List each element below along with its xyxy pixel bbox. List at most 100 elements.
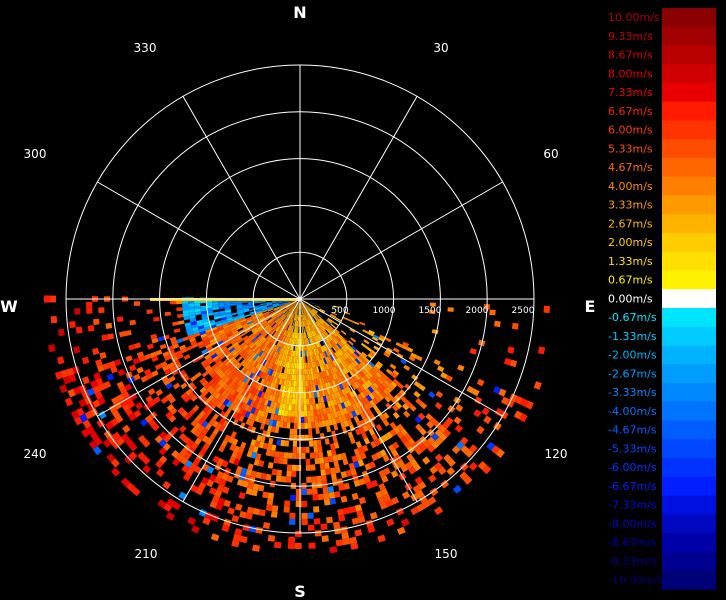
velocity-cell: [401, 491, 411, 500]
velocity-cell: [199, 377, 207, 384]
velocity-cell: [325, 407, 331, 414]
velocity-cell: [335, 335, 342, 341]
legend-swatch: [662, 289, 716, 309]
velocity-cell: [209, 500, 218, 509]
velocity-cell: [292, 314, 295, 320]
velocity-cell: [76, 407, 85, 417]
velocity-cell: [314, 360, 318, 368]
velocity-cell: [190, 385, 197, 392]
velocity-cell: [460, 436, 469, 446]
legend-swatch: [662, 176, 716, 196]
velocity-cell: [247, 405, 253, 413]
velocity-cell: [270, 450, 276, 457]
velocity-cell: [303, 308, 307, 314]
velocity-cell: [374, 363, 382, 370]
velocity-cell: [301, 350, 304, 357]
velocity-cell: [180, 372, 188, 380]
velocity-cell: [311, 330, 315, 337]
velocity-cell: [219, 381, 227, 388]
velocity-cell: [306, 332, 310, 339]
velocity-cell: [239, 318, 247, 323]
velocity-cell: [254, 301, 261, 304]
velocity-cell: [315, 403, 320, 410]
velocity-cell: [283, 309, 288, 314]
velocity-cell: [342, 458, 349, 466]
legend-swatch: [662, 476, 716, 496]
velocity-cell: [329, 314, 336, 319]
velocity-cell: [333, 442, 340, 449]
velocity-cell: [303, 392, 307, 399]
velocity-cell: [217, 352, 224, 358]
azimuth-spoke: [299, 96, 418, 300]
velocity-cell: [147, 388, 156, 396]
velocity-cell: [326, 356, 331, 363]
velocity-cell: [322, 323, 328, 329]
velocity-cell: [331, 448, 337, 456]
velocity-cell: [285, 330, 289, 337]
velocity-cell: [128, 364, 137, 372]
velocity-cell: [221, 524, 230, 533]
velocity-cell: [210, 381, 218, 388]
velocity-cell: [256, 356, 262, 363]
velocity-cell: [237, 447, 245, 455]
velocity-cell: [278, 313, 284, 318]
velocity-cell: [155, 349, 163, 356]
velocity-cell: [226, 378, 233, 386]
velocity-cell: [382, 493, 391, 502]
velocity-cell: [293, 422, 298, 429]
velocity-cell: [364, 381, 371, 389]
velocity-cell: [245, 512, 253, 520]
velocity-cell: [260, 301, 267, 303]
velocity-cell: [199, 386, 207, 394]
velocity-cell: [383, 379, 391, 387]
range-label-1000: 1000: [373, 306, 396, 316]
velocity-cell: [99, 352, 107, 360]
velocity-cell: [93, 318, 100, 326]
velocity-cell: [304, 368, 307, 375]
velocity-cell: [312, 308, 318, 313]
velocity-cell: [234, 320, 241, 325]
velocity-cell: [352, 352, 359, 359]
velocity-cell: [250, 335, 257, 341]
velocity-cell: [255, 402, 261, 410]
velocity-cell: [305, 344, 308, 351]
velocity-cell: [332, 346, 338, 353]
velocity-cell: [261, 308, 268, 312]
velocity-cell: [304, 314, 307, 321]
velocity-cell: [291, 398, 296, 405]
velocity-cell: [353, 479, 361, 487]
legend-label: -2.67m/s: [608, 367, 657, 380]
velocity-cell: [186, 439, 195, 448]
velocity-cell: [238, 408, 245, 415]
velocity-cell: [310, 318, 314, 324]
velocity-cell: [335, 416, 341, 424]
velocity-cell: [231, 382, 238, 390]
velocity-cell: [92, 399, 101, 408]
velocity-cell: [248, 323, 255, 328]
velocity-cell: [318, 359, 322, 367]
velocity-cell: [310, 386, 314, 393]
velocity-cell: [272, 420, 277, 427]
velocity-cell: [235, 399, 241, 407]
velocity-cell: [435, 437, 444, 446]
velocity-cell: [278, 457, 284, 465]
velocity-cell: [301, 308, 304, 315]
velocity-cell: [332, 360, 338, 367]
velocity-cell: [317, 384, 322, 392]
velocity-cell: [344, 359, 350, 366]
velocity-cell: [193, 332, 201, 338]
velocity-cell: [182, 303, 189, 308]
velocity-cell: [128, 451, 138, 461]
velocity-cell: [211, 329, 219, 334]
velocity-cell: [372, 382, 379, 389]
velocity-cell: [250, 451, 257, 459]
velocity-cell: [184, 459, 193, 468]
velocity-cell: [235, 406, 241, 414]
velocity-cell: [396, 392, 404, 400]
velocity-cell: [306, 306, 312, 311]
velocity-cell: [269, 321, 275, 326]
velocity-cell: [323, 370, 328, 377]
velocity-cell: [226, 332, 233, 338]
velocity-cell: [292, 386, 296, 393]
velocity-cell: [235, 335, 242, 341]
